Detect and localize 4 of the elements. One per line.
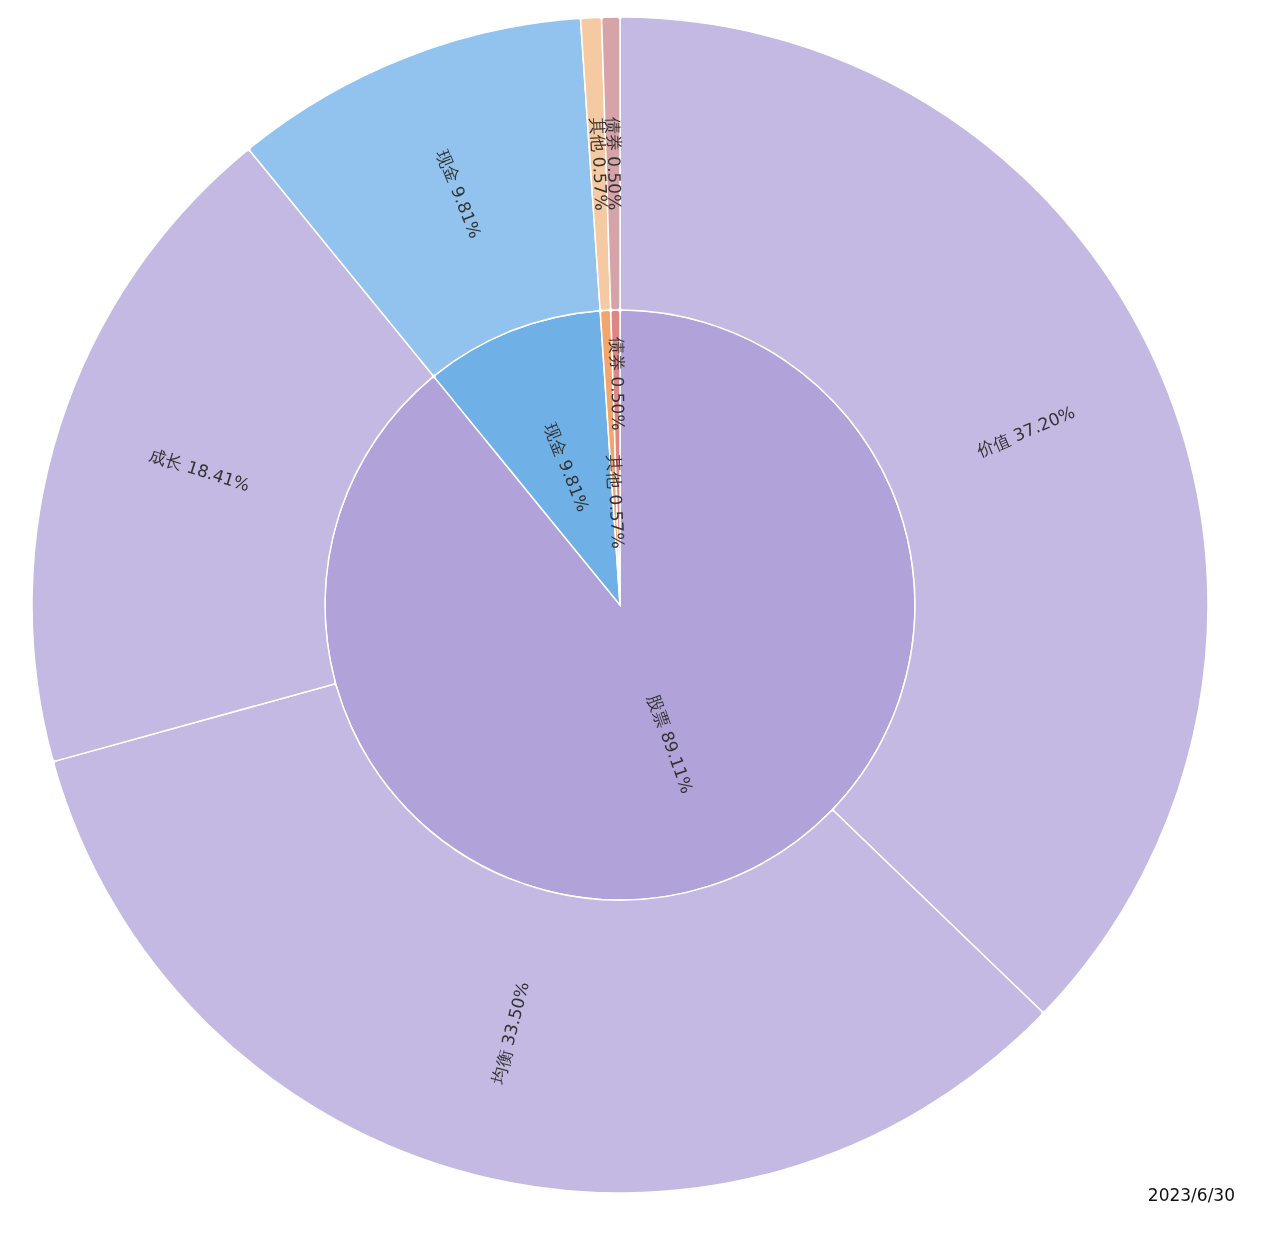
- slice-label: 其他 0.57%: [603, 454, 629, 549]
- text: 2023/6/30: [1147, 1185, 1235, 1205]
- slice-label: 债券 0.50%: [606, 336, 629, 431]
- category-label: 均衡 33.50%: [487, 979, 533, 1086]
